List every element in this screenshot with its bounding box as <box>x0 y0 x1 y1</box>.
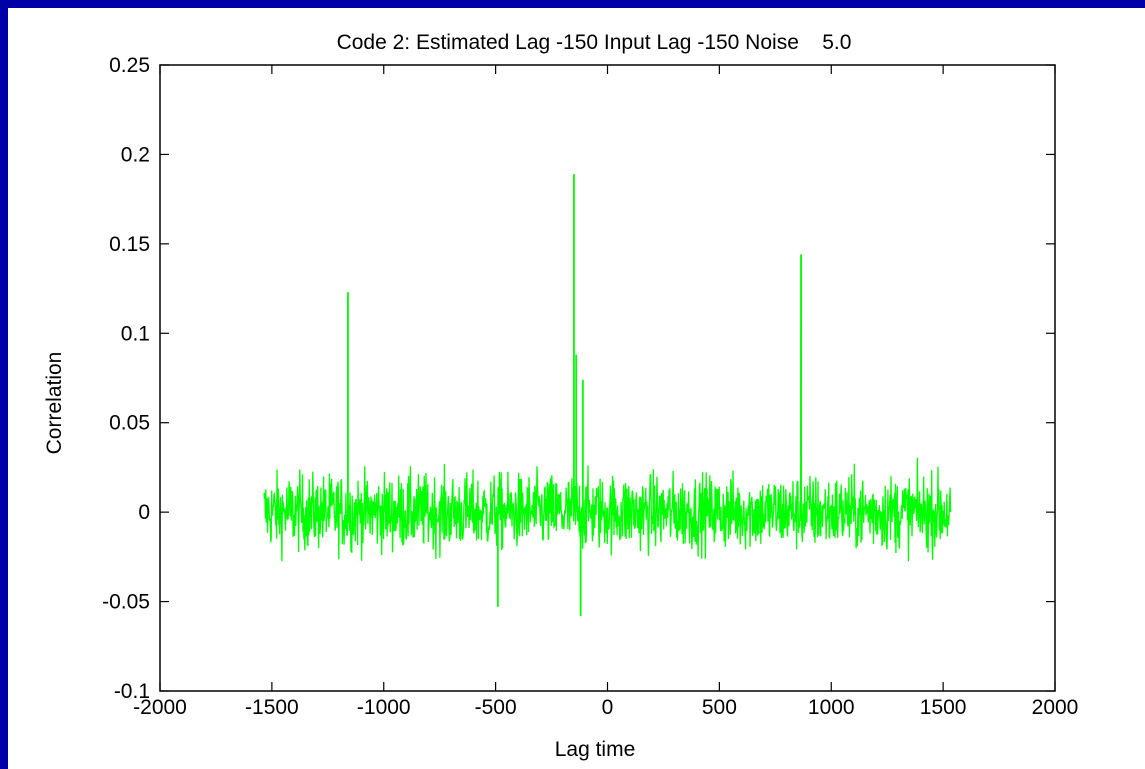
x-tick-label: -1000 <box>357 696 411 719</box>
y-tick-label: 0 <box>138 501 150 524</box>
y-tick-label: -0.05 <box>102 591 150 614</box>
y-tick-label: 0.15 <box>109 233 150 256</box>
x-tick-label: -1500 <box>245 696 299 719</box>
y-tick-label: 0.2 <box>121 143 150 166</box>
chart-svg: -2000 -1500 -1000 -500 0 500 1000 1500 2000 -0.1 -… <box>43 31 1078 761</box>
axes-box <box>159 64 1056 692</box>
x-tick-label: 2000 <box>1032 696 1079 719</box>
series-layer <box>263 174 952 616</box>
chart-title: Code 2: Estimated Lag -150 Input Lag -15… <box>337 31 852 54</box>
y-tick-label: 0.25 <box>109 54 150 77</box>
x-tick-label: -2000 <box>133 696 187 719</box>
x-tick-label: 500 <box>702 696 737 719</box>
x-tick-label: 0 <box>602 696 614 719</box>
y-axis-title: Correlation <box>43 352 66 455</box>
x-tick-label: -500 <box>475 696 517 719</box>
x-axis-title: Lag time <box>555 738 636 761</box>
x-tick-label: 1000 <box>808 696 855 719</box>
ticks-layer: -2000 -1500 -1000 -500 0 500 1000 1500 2000 -0.1 -… <box>102 54 1078 719</box>
y-tick-label: 0.1 <box>121 322 150 345</box>
y-tick-label: -0.1 <box>114 680 150 703</box>
chart-figure: -2000 -1500 -1000 -500 0 500 1000 1500 2000 -0.1 -… <box>8 8 1145 769</box>
x-tick-label: 1500 <box>920 696 967 719</box>
y-tick-label: 0.05 <box>109 412 150 435</box>
plot-area <box>159 64 1056 692</box>
correlation-series-line <box>263 254 952 562</box>
